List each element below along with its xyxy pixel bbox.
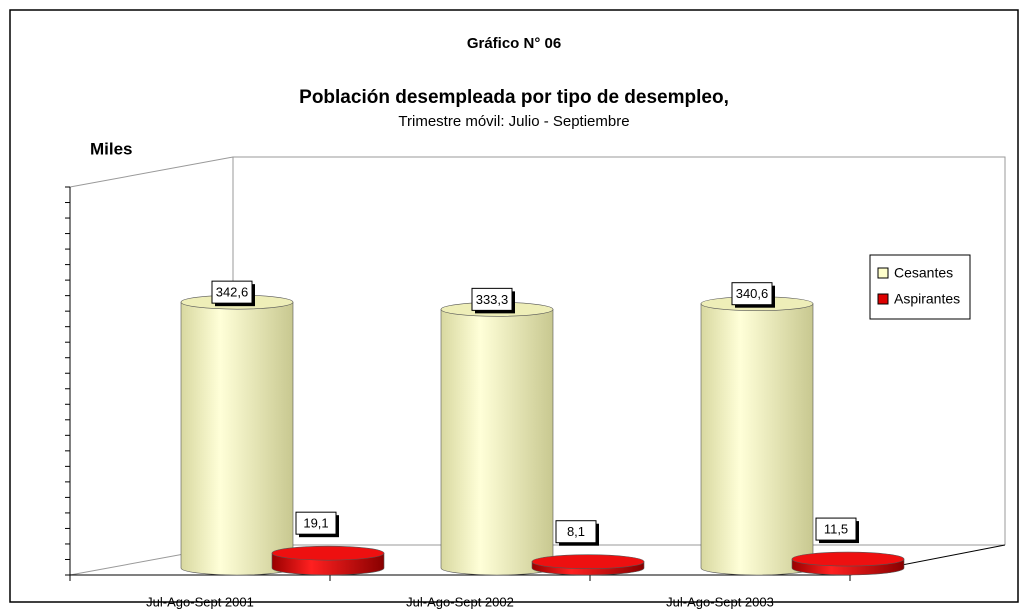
value-label-box	[211, 280, 253, 304]
x-tick-label: Jul-Ago-Sept 2002	[406, 594, 514, 609]
value-label-box	[471, 287, 513, 311]
bar-part	[700, 303, 814, 576]
value-label: 19,1	[303, 516, 328, 531]
legend-label: Aspirantes	[894, 291, 960, 307]
legend-swatch	[877, 267, 889, 279]
bar	[531, 554, 645, 576]
value-label-box	[815, 517, 857, 541]
value-label-box	[731, 282, 773, 306]
legend	[869, 254, 971, 320]
bar	[271, 545, 385, 576]
value-label: 8,1	[567, 524, 585, 539]
bar	[700, 296, 814, 576]
x-tick-label: Jul-Ago-Sept 2003	[666, 594, 774, 609]
legend-swatch	[877, 293, 889, 305]
legend-label: Cesantes	[894, 265, 953, 281]
bar-part	[180, 301, 294, 576]
bar	[440, 302, 554, 576]
x-tick-label: Jul-Ago-Sept 2001	[146, 594, 254, 609]
value-label-box	[555, 520, 597, 544]
bar-part	[271, 545, 385, 561]
bar-part	[531, 554, 645, 570]
bar	[180, 294, 294, 576]
value-label-box	[295, 511, 337, 535]
chart-subtitle2: Trimestre móvil: Julio - Septiembre	[398, 113, 629, 130]
bar-part	[791, 551, 905, 567]
value-label: 340,6	[736, 286, 769, 301]
chart-title: Gráfico N° 06	[467, 35, 561, 52]
value-label: 11,5	[824, 522, 848, 537]
chart-subtitle: Población desempleada por tipo de desemp…	[299, 87, 729, 108]
bar-part	[440, 309, 554, 576]
bar	[791, 551, 905, 576]
value-label: 333,3	[476, 292, 509, 307]
y-axis-label: Miles	[90, 139, 133, 158]
value-label: 342,6	[216, 285, 249, 300]
